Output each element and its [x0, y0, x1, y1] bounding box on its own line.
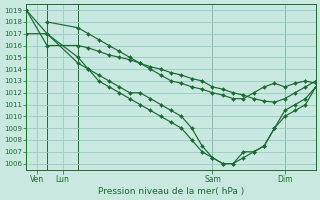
X-axis label: Pression niveau de la mer( hPa ): Pression niveau de la mer( hPa ): [98, 187, 244, 196]
